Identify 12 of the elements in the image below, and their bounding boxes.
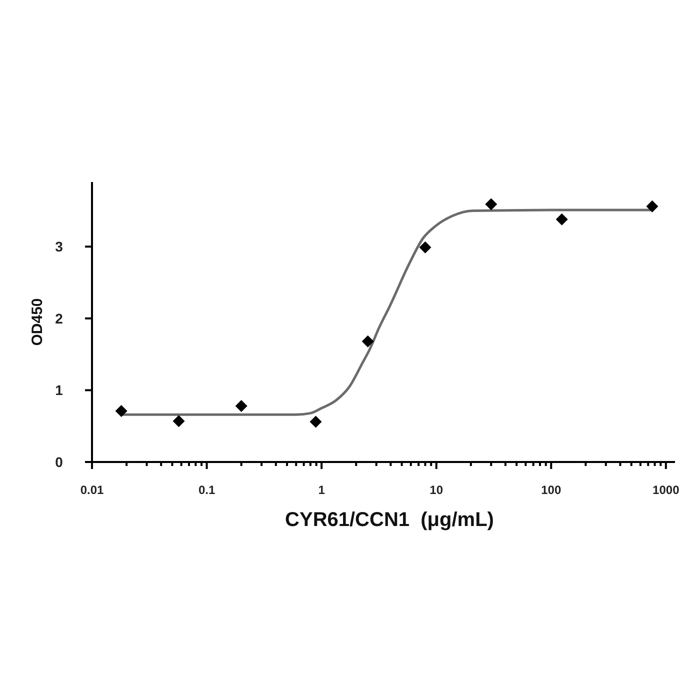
- y-tick-label: 0: [55, 454, 64, 470]
- x-tick-label: 1000: [652, 483, 680, 497]
- y-tick-label: 1: [55, 382, 64, 398]
- x-tick-label: 10: [430, 483, 444, 497]
- x-axis-title: CYR61/CCN1 (μg/mL): [285, 509, 494, 531]
- y-axis-title: OD450: [29, 298, 46, 346]
- x-tick-label: 100: [541, 483, 562, 497]
- x-tick-label: 1: [318, 483, 326, 497]
- y-tick-label: 3: [55, 238, 64, 255]
- x-tick-label: 0.01: [80, 483, 104, 497]
- x-tick-label: 0.1: [198, 483, 216, 497]
- y-tick-label: 2: [55, 310, 64, 326]
